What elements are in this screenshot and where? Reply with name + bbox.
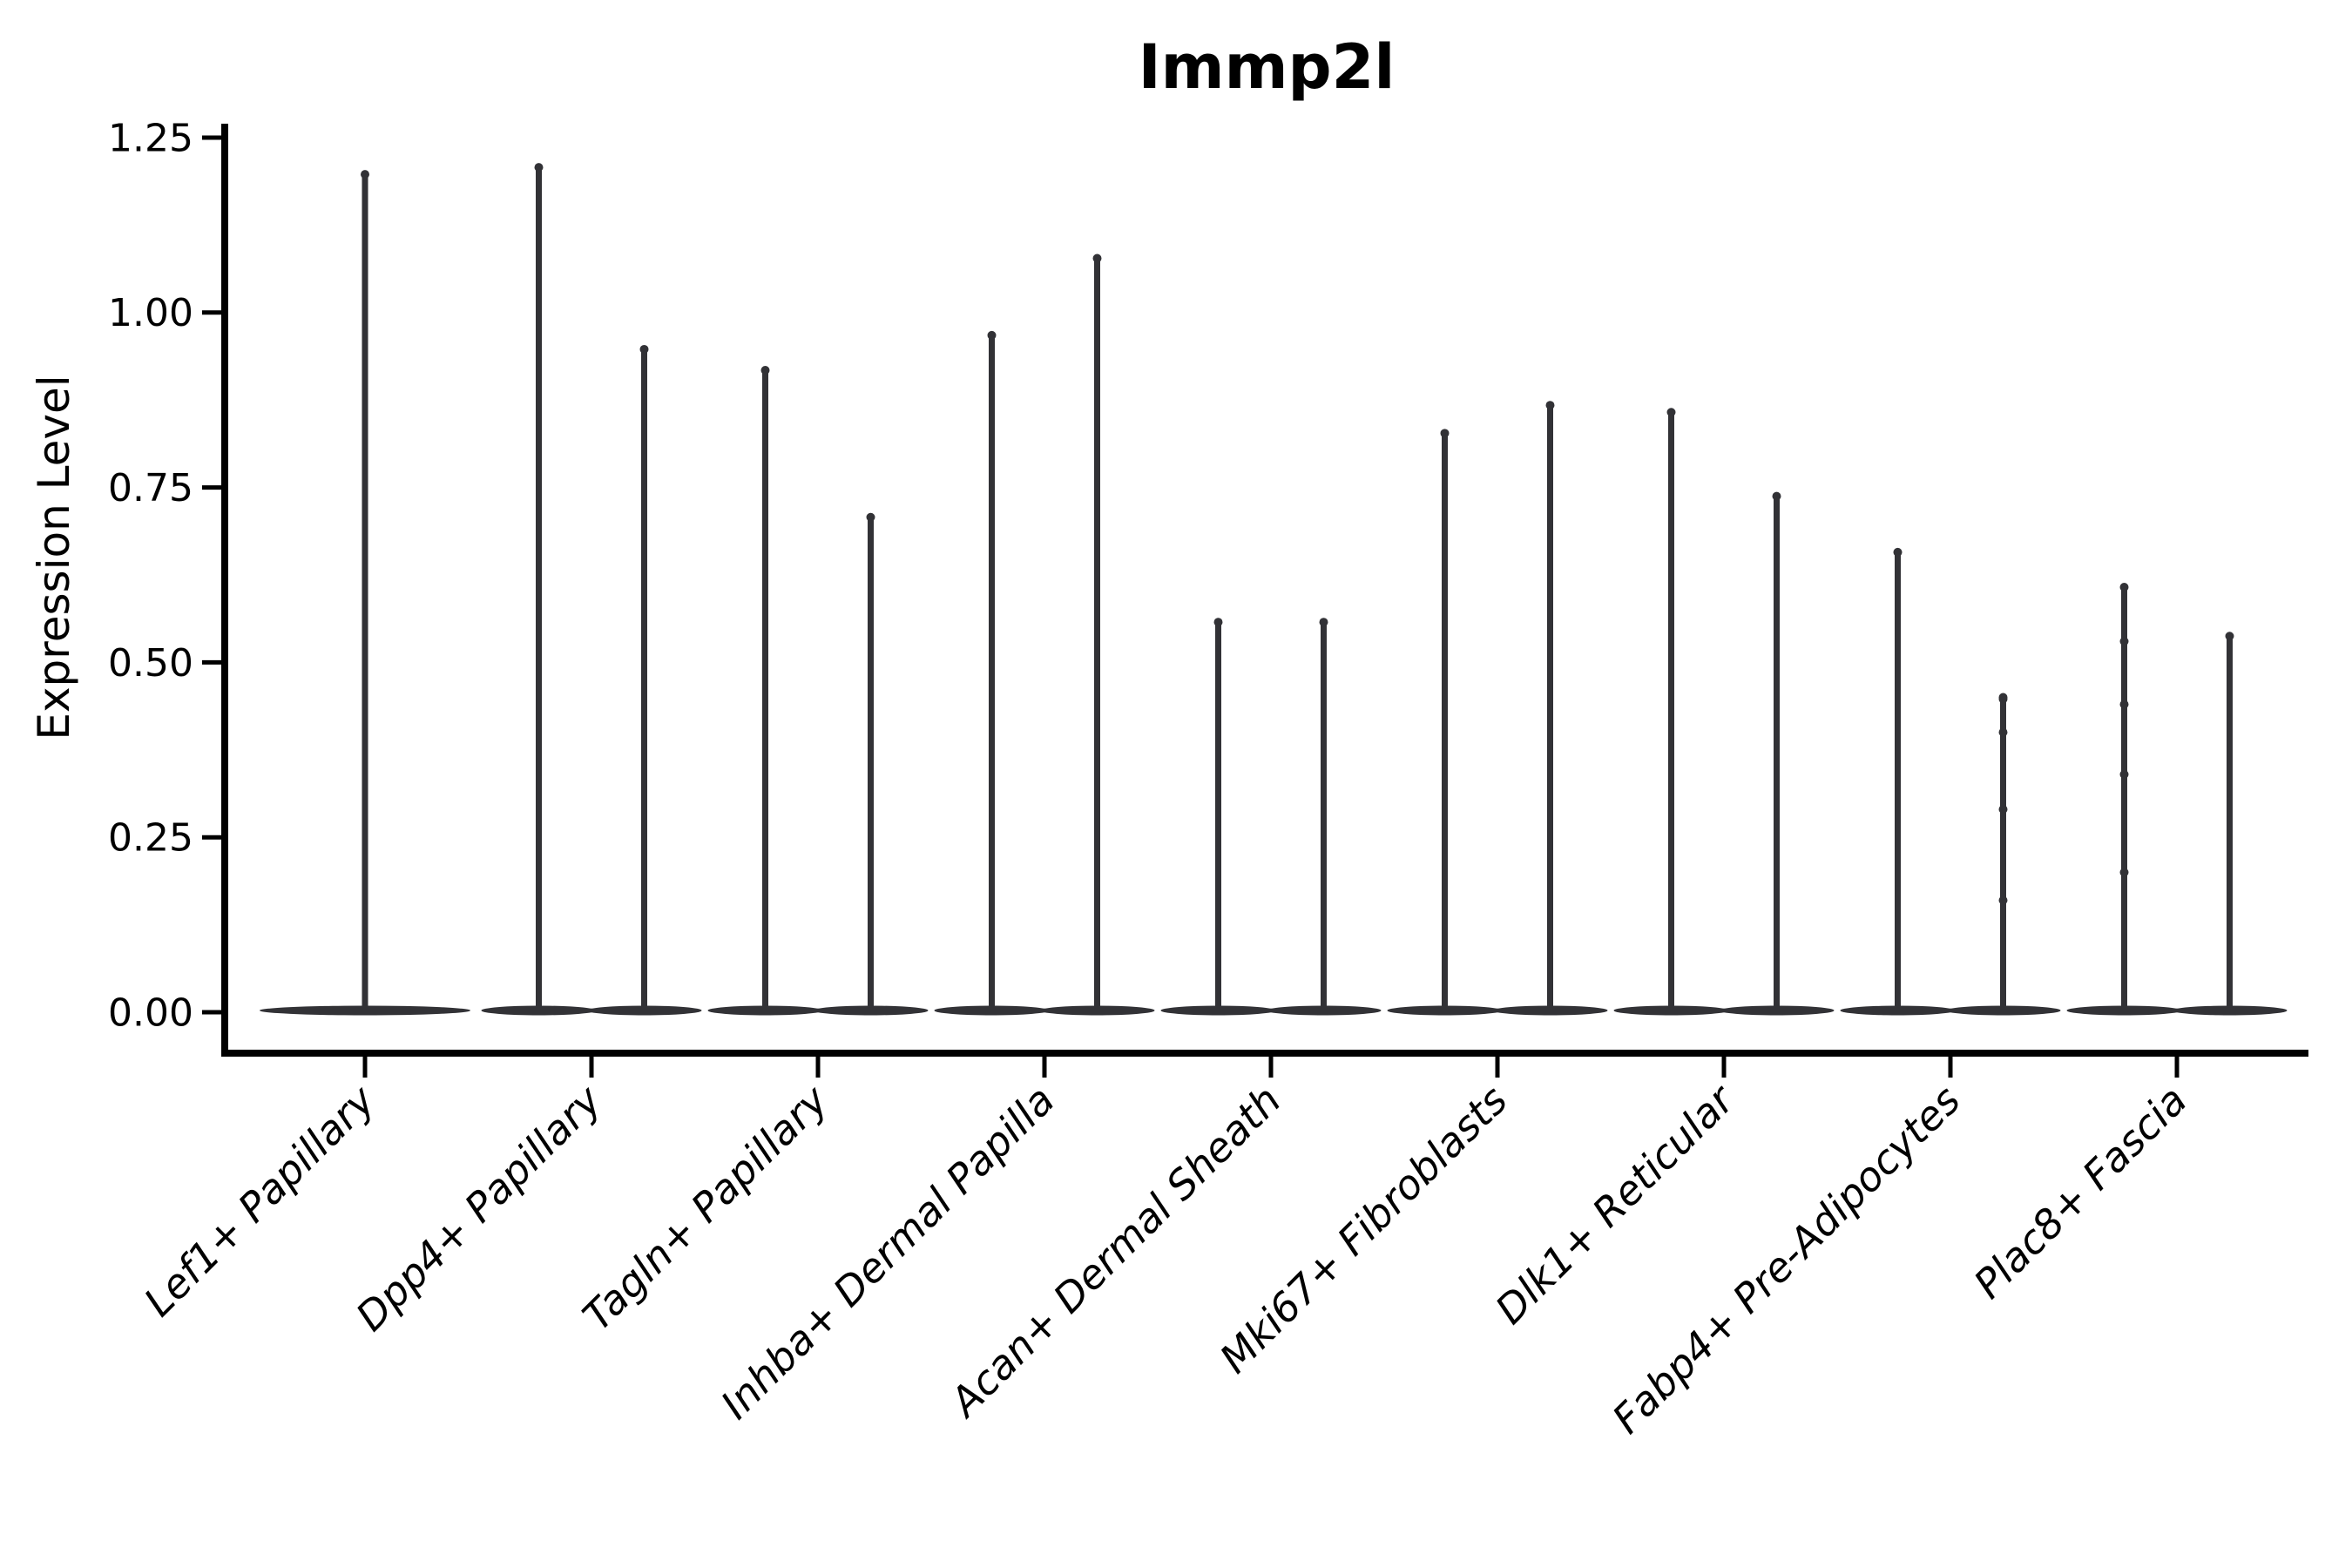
y-tick-label: 0.50: [108, 641, 193, 686]
spike-cap: [2119, 583, 2129, 592]
violin-mki67-fibroblasts: [1387, 401, 1608, 1016]
spike-cap: [639, 344, 649, 354]
data-point: [2119, 700, 2129, 709]
violin-fabp4-pre-adipocytes: [1840, 547, 2061, 1016]
y-tick-label: 0.75: [108, 466, 193, 510]
y-tick-label: 1.00: [108, 291, 193, 335]
spike-cap: [1440, 429, 1450, 438]
y-tick-label: 0.25: [108, 816, 193, 861]
x-tick-label: Tagln+ Papillary: [573, 1076, 837, 1340]
data-point: [1998, 727, 2008, 737]
spike-cap: [361, 170, 369, 179]
data-point: [1998, 896, 2008, 905]
violin-tagln-papillary: [707, 366, 929, 1016]
spike-cap: [2225, 632, 2234, 641]
y-tick-label: 1.25: [108, 116, 193, 160]
spike-cap: [1893, 547, 1903, 557]
data-point: [2119, 868, 2129, 877]
spike-cap: [866, 512, 875, 522]
x-tick-label: Lef1+ Papillary: [135, 1076, 384, 1325]
x-tick-label: Dlk1+ Reticular: [1486, 1074, 1745, 1333]
spike-cap: [1545, 401, 1555, 410]
violin-plac8-fascia: [2066, 583, 2288, 1016]
spike-cap: [1666, 408, 1676, 417]
spike-cap: [534, 163, 544, 172]
data-point: [1998, 693, 2008, 702]
data-point: [2119, 769, 2129, 779]
violin-dpp4-papillary: [481, 163, 702, 1016]
spike-cap: [1213, 618, 1223, 627]
chart-title: Immp2l: [1138, 31, 1396, 103]
violin-inhba-dermal-papilla: [934, 253, 1155, 1016]
data-point: [1998, 805, 2008, 814]
spike-cap: [760, 366, 770, 375]
spike-cap: [1772, 491, 1781, 501]
violin-acan-dermal-sheath: [1160, 618, 1382, 1016]
x-tick-label: Plac8+ Fascia: [1964, 1077, 2195, 1308]
violin-lef1-papillary: [260, 170, 470, 1016]
y-tick-label: 0.00: [108, 990, 193, 1035]
spike-cap: [1319, 618, 1328, 627]
spike-cap: [987, 330, 997, 340]
x-tick-label: Dpp4+ Papillary: [347, 1076, 611, 1340]
violin-dlk1-reticular: [1613, 408, 1835, 1016]
spike-cap: [1092, 253, 1102, 263]
data-point: [2119, 637, 2129, 646]
